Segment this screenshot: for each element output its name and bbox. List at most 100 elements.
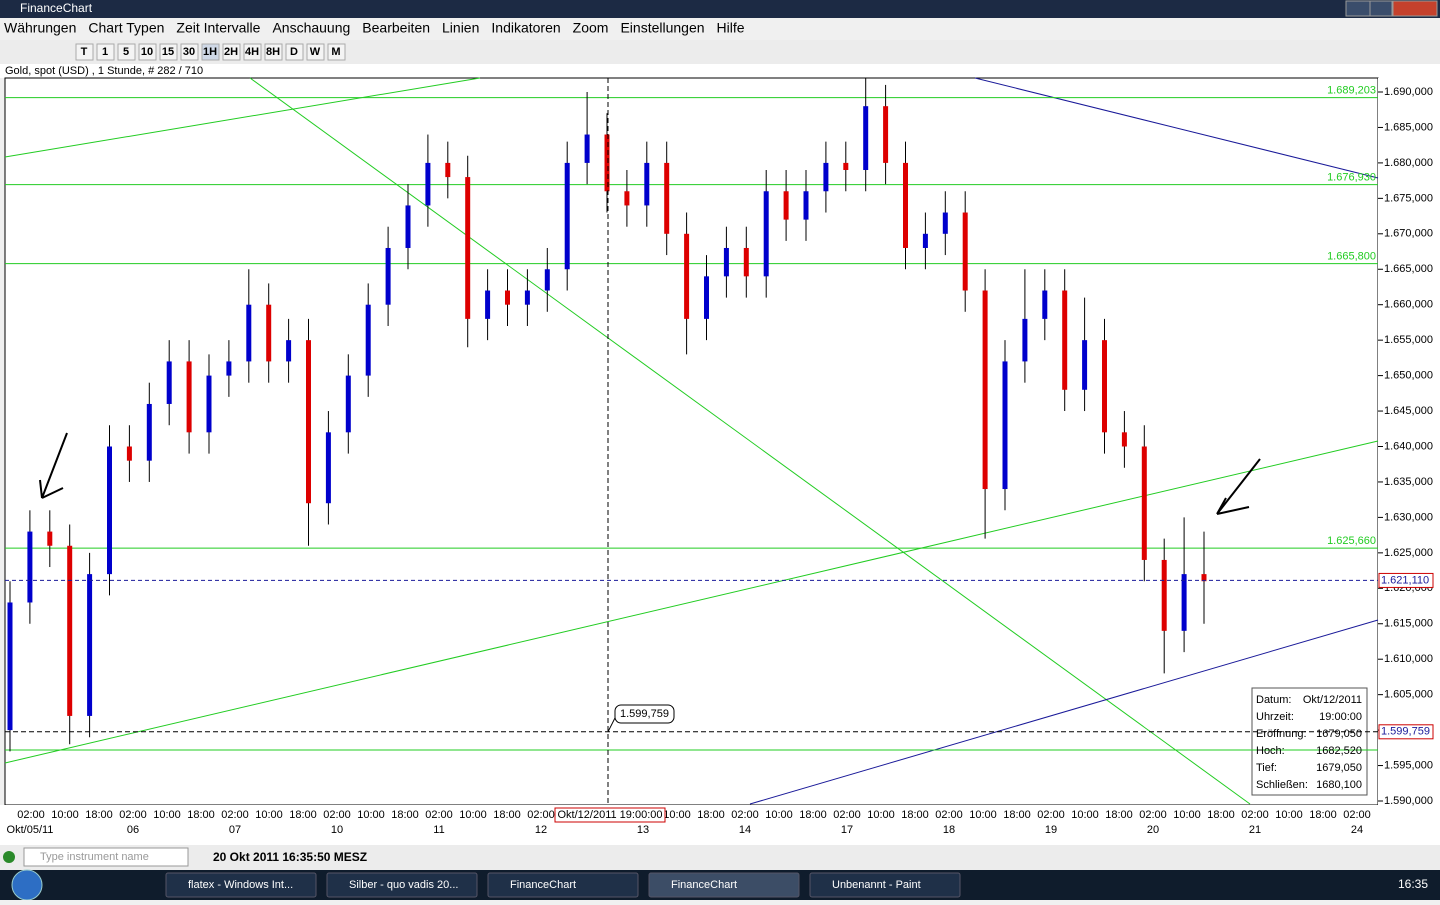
interval-button[interactable] (117, 43, 136, 61)
x-tick-label: 02:00 (1139, 809, 1167, 821)
candle-body (186, 361, 192, 433)
date-label: 17 (841, 824, 853, 836)
start-button[interactable] (11, 869, 43, 901)
candle-body (1022, 318, 1028, 362)
x-tick-label: 18:00 (697, 809, 725, 821)
title-bar (0, 0, 1440, 18)
candle-body (266, 304, 272, 362)
x-tick-label: 10:00 (1173, 809, 1201, 821)
search-box[interactable] (23, 847, 189, 867)
taskbar-item[interactable] (648, 872, 800, 898)
candle-body (1102, 340, 1107, 433)
taskbar-label: Silber - quo vadis 20... (349, 879, 458, 891)
interval-label: W (310, 46, 321, 58)
interval-button[interactable] (264, 43, 283, 61)
y-tick-label: 1.690,000 (1384, 86, 1433, 98)
menu-item[interactable]: Zeit Intervalle (176, 20, 260, 36)
plot-area (4, 77, 1379, 806)
y-tick-label: 1.640,000 (1384, 440, 1433, 452)
x-tick-label: 18:00 (799, 809, 827, 821)
menu-item[interactable]: Einstellungen (620, 20, 704, 36)
trend-line (4, 440, 1379, 764)
window-title: FinanceChart (20, 1, 93, 15)
x-tick-label: 10:00 (357, 809, 385, 821)
taskbar-label: FinanceChart (671, 879, 737, 891)
interval-button[interactable] (222, 43, 241, 61)
candle-body (505, 290, 510, 305)
interval-button[interactable] (201, 43, 220, 61)
trend-line (4, 77, 481, 158)
candle-body (704, 276, 709, 319)
interval-button[interactable] (306, 43, 325, 61)
menu-item[interactable]: Chart Typen (88, 20, 164, 36)
candle-body (903, 162, 908, 248)
x-tick-label: 10:00 (51, 809, 79, 821)
info-value: 1679,050 (1316, 762, 1362, 774)
info-value: 1679,050 (1316, 728, 1362, 740)
menu-item[interactable]: Anschauung (272, 20, 350, 36)
interval-button[interactable] (96, 43, 115, 61)
taskbar-item[interactable] (326, 872, 478, 898)
date-label: 21 (1249, 824, 1261, 836)
y-tick-label: 1.605,000 (1384, 689, 1433, 701)
taskbar-label: Unbenannt - Paint (832, 879, 921, 891)
interval-button[interactable] (180, 43, 199, 61)
crosshair-time-box (554, 807, 666, 823)
interval-label: M (331, 46, 340, 58)
callout-label: 1.599,759 (620, 708, 669, 720)
candle-body (425, 162, 431, 206)
x-tick-label: 18:00 (1105, 809, 1133, 821)
info-key: Hoch: (1256, 745, 1285, 757)
info-key: Tief: (1256, 762, 1277, 774)
candle-body (584, 134, 590, 163)
candle-body (146, 403, 152, 461)
x-tick-label: 18:00 (289, 809, 317, 821)
taskbar-clock: 16:35 (1398, 877, 1428, 891)
y-tick-label: 1.655,000 (1384, 334, 1433, 346)
menu-bar (0, 18, 1440, 40)
menu-item[interactable]: Hilfe (717, 20, 745, 36)
candle-body (743, 247, 749, 277)
candle-body (385, 247, 391, 305)
date-label: 07 (229, 824, 241, 836)
y-tick-label: 1.630,000 (1384, 511, 1433, 523)
maximize-button[interactable] (1369, 0, 1393, 17)
menu-item[interactable]: Zoom (573, 20, 609, 36)
candle-body (843, 162, 849, 170)
y-tick-label: 1.595,000 (1384, 759, 1433, 771)
taskbar-item[interactable] (487, 872, 639, 898)
interval-button[interactable] (159, 43, 178, 61)
interval-button[interactable] (285, 43, 304, 61)
interval-label: 30 (183, 46, 195, 58)
interval-button[interactable] (327, 43, 346, 61)
x-tick-label: 18:00 (1003, 809, 1031, 821)
info-key: Schließen: (1256, 779, 1308, 791)
interval-label: 5 (123, 46, 129, 58)
menu-item[interactable]: Bearbeiten (362, 20, 430, 36)
x-tick-label: 18:00 (85, 809, 113, 821)
taskbar-item[interactable] (165, 872, 317, 898)
menu-item[interactable]: Währungen (4, 20, 76, 36)
x-tick-label: 18:00 (1207, 809, 1235, 821)
taskbar-item[interactable] (809, 872, 961, 898)
menu-item[interactable]: Linien (442, 20, 479, 36)
interval-button[interactable] (243, 43, 262, 61)
status-bar (0, 845, 1440, 870)
date-label: 11 (433, 824, 444, 836)
candle-body (982, 290, 988, 490)
interval-button[interactable] (75, 43, 94, 61)
chart-title: Gold, spot (USD) , 1 Stunde, # 282 / 710 (5, 65, 203, 77)
minimize-button[interactable] (1345, 0, 1371, 17)
price-axis (1378, 78, 1440, 805)
date-label: 10 (331, 824, 343, 836)
interval-button[interactable] (138, 43, 157, 61)
interval-label: 2H (224, 46, 238, 58)
candle-body (942, 212, 948, 234)
trend-line (749, 619, 1379, 805)
close-button[interactable] (1392, 0, 1438, 17)
x-tick-label: 02:00 (119, 809, 147, 821)
candle-body (1161, 559, 1167, 631)
status-datetime: 20 Okt 2011 16:35:50 MESZ (213, 850, 367, 864)
menu-item[interactable]: Indikatoren (491, 20, 560, 36)
